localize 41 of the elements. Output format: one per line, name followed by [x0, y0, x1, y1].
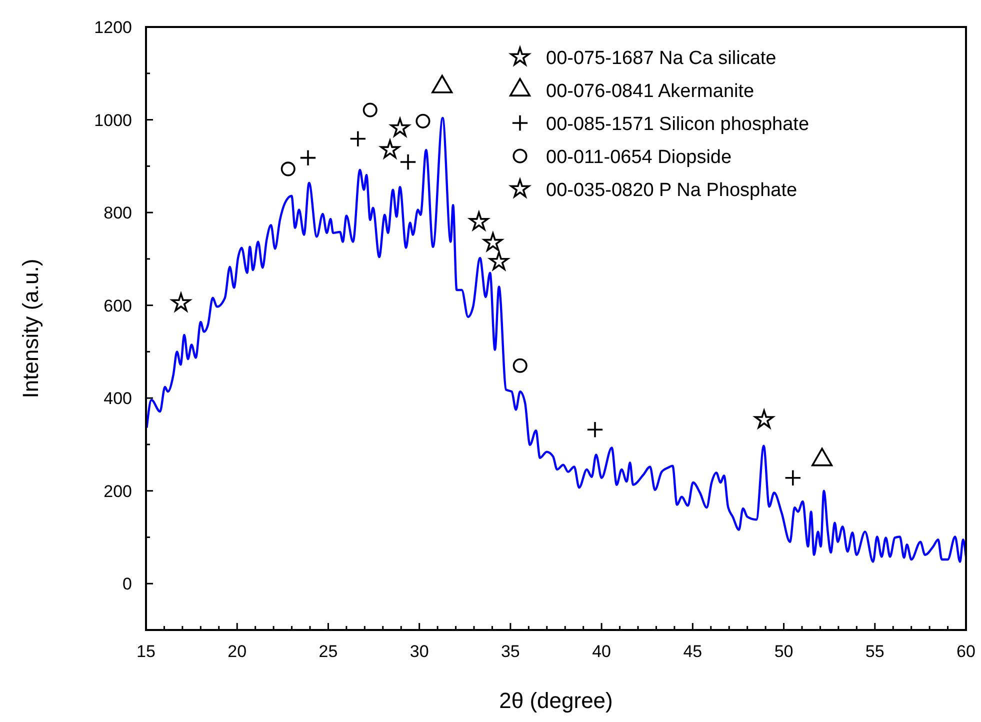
y-axis-title: Intensity (a.u.): [18, 258, 43, 398]
point: [300, 149, 316, 166]
x-tick-label: 35: [500, 642, 520, 661]
y-tick-label: 200: [104, 482, 132, 501]
x-tick-label: 15: [136, 642, 156, 661]
legend-label: 00-076-0841 Akermanite: [546, 81, 754, 102]
point: [362, 102, 378, 118]
y-tick-label: 0: [122, 574, 132, 594]
legend-label: 00-075-1687 Na Ca silicate: [546, 48, 776, 69]
point: [416, 114, 430, 128]
x-tick-label: 40: [592, 642, 612, 661]
x-tick-label: 30: [410, 642, 429, 661]
x-axis-title: 2θ (degree): [499, 688, 613, 713]
point: [754, 410, 774, 428]
legend-label: 00-011-0654 Diopside: [546, 147, 732, 168]
x-tick-label: 25: [318, 642, 338, 661]
x-tick-label: 20: [228, 642, 247, 661]
x-tick-label: 45: [683, 642, 702, 661]
point: [380, 140, 400, 158]
y-tick-label: 600: [104, 296, 132, 316]
x-tick-label: 50: [774, 642, 794, 661]
point: [784, 469, 802, 486]
point: [390, 118, 410, 136]
point: [586, 421, 604, 438]
legend-label: 00-085-1571 Silicon phosphate: [546, 114, 810, 135]
y-tick-label: 1200: [94, 18, 132, 37]
point: [400, 153, 417, 170]
x-tick-label: 60: [956, 642, 976, 661]
point: [512, 358, 528, 373]
point: [171, 292, 191, 312]
point: [349, 130, 366, 148]
point: [483, 232, 503, 252]
y-tick-label: 400: [104, 389, 132, 408]
point: [469, 212, 489, 230]
line-series: [146, 116, 968, 563]
y-tick-label: 800: [104, 204, 132, 223]
legend-label: 00-035-0820 P Na Phosphate: [546, 180, 798, 201]
x-tick-label: 55: [865, 642, 884, 661]
point: [280, 162, 296, 176]
y-tick-label: 1000: [94, 110, 132, 130]
point: [489, 252, 509, 270]
